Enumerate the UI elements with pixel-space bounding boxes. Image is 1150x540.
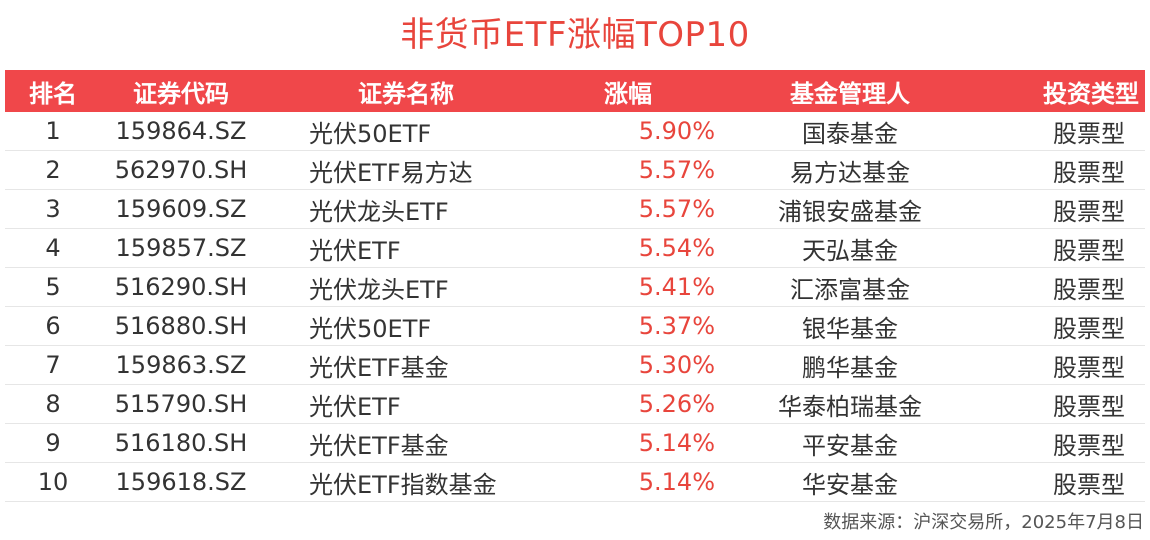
cell-type: 股票型 [1053, 236, 1125, 265]
cell-rank: 1 [45, 117, 61, 145]
cell-manager: 平安基金 [802, 431, 898, 460]
cell-change: 5.41% [638, 273, 715, 301]
table-row: 9 516180.SH 光伏ETF基金 5.14% 平安基金 股票型 [5, 424, 1145, 463]
cell-manager: 天弘基金 [802, 236, 898, 265]
cell-rank: 2 [45, 156, 61, 184]
cell-type: 股票型 [1053, 470, 1125, 499]
page-title: 非货币ETF涨幅TOP10 [400, 15, 750, 55]
cell-change: 5.54% [638, 234, 715, 262]
cell-manager: 国泰基金 [802, 119, 898, 148]
table-row: 5 516290.SH 光伏龙头ETF 5.41% 汇添富基金 股票型 [5, 268, 1145, 307]
data-source: 数据来源：沪深交易所，2025年7月8日 [823, 512, 1144, 533]
cell-manager: 鹏华基金 [802, 353, 898, 382]
cell-name: 光伏ETF [309, 236, 401, 265]
cell-change: 5.26% [638, 390, 715, 418]
cell-change: 5.90% [638, 117, 715, 145]
cell-code: 515790.SH [114, 390, 248, 418]
table-row: 4 159857.SZ 光伏ETF 5.54% 天弘基金 股票型 [5, 229, 1145, 268]
table-row: 8 515790.SH 光伏ETF 5.26% 华泰柏瑞基金 股票型 [5, 385, 1145, 424]
cell-type: 股票型 [1053, 353, 1125, 382]
cell-manager: 易方达基金 [790, 158, 910, 187]
cell-type: 股票型 [1053, 275, 1125, 304]
table-body: 1 159864.SZ 光伏50ETF 5.90% 国泰基金 股票型 2 562970.SH 光… [5, 112, 1145, 502]
table-row: 2 562970.SH 光伏ETF易方达 5.57% 易方达基金 股票型 [5, 151, 1145, 190]
cell-rank: 5 [45, 273, 61, 301]
cell-name: 光伏ETF [309, 392, 401, 421]
cell-change: 5.30% [638, 351, 715, 379]
header-change: 涨幅 [604, 79, 652, 108]
header-manager: 基金管理人 [790, 79, 910, 108]
cell-type: 股票型 [1053, 197, 1125, 226]
cell-type: 股票型 [1053, 119, 1125, 148]
cell-change: 5.57% [638, 195, 715, 223]
cell-name: 光伏龙头ETF [309, 197, 449, 226]
cell-change: 5.57% [638, 156, 715, 184]
cell-rank: 9 [45, 429, 61, 457]
cell-manager: 浦银安盛基金 [778, 197, 922, 226]
cell-rank: 10 [37, 468, 69, 496]
table-header: 排名 证券代码 证券名称 涨幅 基金管理人 投资类型 [5, 70, 1145, 112]
cell-rank: 8 [45, 390, 61, 418]
cell-manager: 银华基金 [802, 314, 898, 343]
cell-name: 光伏ETF易方达 [309, 158, 473, 187]
cell-code: 516290.SH [114, 273, 248, 301]
cell-change: 5.14% [638, 468, 715, 496]
header-name: 证券名称 [358, 79, 454, 108]
header-type: 投资类型 [1043, 79, 1139, 108]
cell-type: 股票型 [1053, 158, 1125, 187]
cell-code: 159863.SZ [115, 351, 247, 379]
cell-change: 5.14% [638, 429, 715, 457]
cell-name: 光伏50ETF [309, 314, 432, 343]
cell-name: 光伏50ETF [309, 119, 432, 148]
cell-code: 159618.SZ [115, 468, 247, 496]
header-rank: 排名 [29, 79, 77, 108]
cell-type: 股票型 [1053, 431, 1125, 460]
cell-name: 光伏ETF基金 [309, 431, 449, 460]
cell-rank: 6 [45, 312, 61, 340]
table-row: 6 516880.SH 光伏50ETF 5.37% 银华基金 股票型 [5, 307, 1145, 346]
cell-manager: 华安基金 [802, 470, 898, 499]
table-row: 1 159864.SZ 光伏50ETF 5.90% 国泰基金 股票型 [5, 112, 1145, 151]
cell-name: 光伏龙头ETF [309, 275, 449, 304]
cell-code: 159864.SZ [115, 117, 247, 145]
etf-table: 排名 证券代码 证券名称 涨幅 基金管理人 投资类型 1 159864.SZ 光伏5… [5, 70, 1145, 502]
header-code: 证券代码 [133, 79, 229, 108]
table-row: 10 159618.SZ 光伏ETF指数基金 5.14% 华安基金 股票型 [5, 463, 1145, 502]
cell-code: 562970.SH [114, 156, 248, 184]
cell-rank: 3 [45, 195, 61, 223]
cell-change: 5.37% [638, 312, 715, 340]
table-row: 3 159609.SZ 光伏龙头ETF 5.57% 浦银安盛基金 股票型 [5, 190, 1145, 229]
cell-rank: 4 [45, 234, 61, 262]
cell-code: 516180.SH [114, 429, 248, 457]
cell-code: 516880.SH [114, 312, 248, 340]
cell-type: 股票型 [1053, 392, 1125, 421]
cell-name: 光伏ETF指数基金 [309, 470, 497, 499]
cell-type: 股票型 [1053, 314, 1125, 343]
cell-name: 光伏ETF基金 [309, 353, 449, 382]
cell-code: 159857.SZ [115, 234, 247, 262]
table-row: 7 159863.SZ 光伏ETF基金 5.30% 鹏华基金 股票型 [5, 346, 1145, 385]
cell-rank: 7 [45, 351, 61, 379]
cell-manager: 汇添富基金 [790, 275, 910, 304]
cell-code: 159609.SZ [115, 195, 247, 223]
cell-manager: 华泰柏瑞基金 [778, 392, 922, 421]
